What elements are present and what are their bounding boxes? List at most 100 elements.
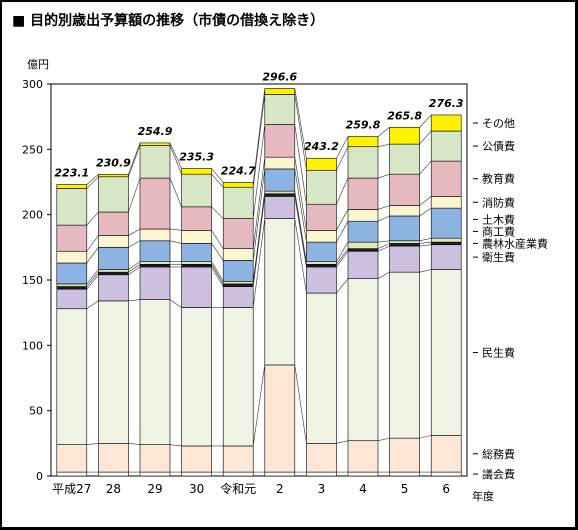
total-label: 265.8 (387, 109, 422, 122)
bar-segment (98, 300, 129, 444)
bar-segment (222, 260, 254, 282)
connector-line (294, 124, 307, 205)
connector-line (419, 241, 432, 244)
connector-line (252, 193, 266, 284)
x-tick-label: 5 (401, 482, 409, 496)
bar-segment (306, 203, 337, 231)
connector-line (294, 157, 307, 231)
bar-segment (389, 271, 420, 439)
connector-line (377, 437, 390, 442)
connector-line (128, 145, 141, 177)
bar-segment (98, 269, 129, 273)
bar-segment (181, 445, 212, 473)
bar-segment (56, 188, 88, 226)
bar-segment (306, 292, 337, 444)
connector-line (252, 124, 266, 219)
bar-segment (139, 228, 171, 242)
total-label: 276.3 (429, 97, 464, 110)
bar-segment (430, 435, 462, 473)
connector-line (377, 173, 390, 179)
bar-segment (222, 471, 254, 477)
connector-line (377, 143, 390, 148)
connector-line (252, 191, 266, 282)
bar-segment (56, 262, 88, 285)
bar-segment (139, 142, 171, 146)
total-label: 296.6 (262, 70, 297, 83)
x-tick-label: 6 (442, 482, 450, 496)
connector-line (169, 299, 182, 308)
connector-line (294, 94, 307, 171)
bar-segment (389, 215, 420, 242)
bar-segment (347, 146, 379, 179)
bar-segment (98, 235, 129, 248)
bar-segment (98, 443, 129, 473)
bar-segment (222, 286, 254, 308)
bar-segment (181, 261, 212, 265)
total-label: 235.3 (179, 151, 214, 164)
total-label: 259.8 (346, 119, 381, 132)
bar-segment (306, 261, 337, 265)
bar-segment (264, 124, 296, 158)
bar-segment (181, 173, 212, 208)
bar-segment (389, 240, 420, 244)
connector-line (169, 142, 182, 169)
x-tick-label: 4 (359, 482, 367, 496)
connector-line (169, 444, 182, 447)
connector-line (377, 205, 390, 210)
bar-segment (222, 248, 254, 261)
legend-label: 消防費 (482, 195, 515, 209)
connector-line (336, 177, 349, 205)
connector-line (211, 266, 224, 287)
bar-segment (181, 168, 212, 175)
connector-line (128, 266, 141, 276)
connector-line (128, 142, 141, 175)
bar-segment (181, 266, 212, 308)
y-tick-label: 100 (22, 339, 43, 352)
bar-segment (181, 230, 212, 244)
bar-segment (56, 444, 88, 473)
x-axis-label: 年度 (472, 489, 494, 503)
connector-line (294, 196, 307, 267)
bar-segment (222, 218, 254, 249)
bar-segment (139, 444, 171, 473)
bar-segment (181, 471, 212, 477)
bar-segment (264, 196, 296, 219)
connector-line (252, 168, 266, 261)
legend-label: その他 (482, 117, 515, 130)
legend-label: 総務費 (482, 447, 515, 461)
connector-line (211, 264, 224, 285)
connector-line (211, 168, 224, 183)
bar-segment (264, 190, 296, 195)
connector-line (211, 206, 224, 219)
connector-line (294, 191, 307, 262)
x-tick-label: 平成27 (52, 482, 91, 496)
connector-line (86, 247, 99, 264)
connector-line (419, 160, 432, 175)
bar-segment (181, 206, 212, 231)
bar-segment (98, 173, 129, 178)
connector-line (211, 230, 224, 249)
connector-line (252, 157, 266, 249)
bar-segment (389, 173, 420, 206)
bar-segment (222, 283, 254, 287)
connector-line (294, 364, 307, 444)
connector-line (336, 241, 349, 262)
bar-segment (56, 308, 88, 445)
connector-line (128, 264, 141, 273)
bar-segment (181, 307, 212, 447)
bar-segment (222, 186, 254, 219)
connector-line (128, 228, 141, 236)
bar-segment (306, 230, 337, 243)
bar-segment (139, 177, 171, 230)
bar-segment (389, 437, 420, 473)
bar-segment (56, 471, 88, 477)
chart-title: ■ 目的別歳出予算額の推移（市債の借換え除き） (12, 13, 325, 29)
connector-line (128, 299, 141, 302)
connector-line (336, 209, 349, 231)
connector-line (86, 443, 99, 445)
bar-segment (56, 288, 88, 310)
bar-segment (306, 241, 337, 263)
bar-segment (430, 207, 462, 239)
connector-line (128, 177, 141, 213)
x-tick-label: 28 (106, 482, 121, 496)
